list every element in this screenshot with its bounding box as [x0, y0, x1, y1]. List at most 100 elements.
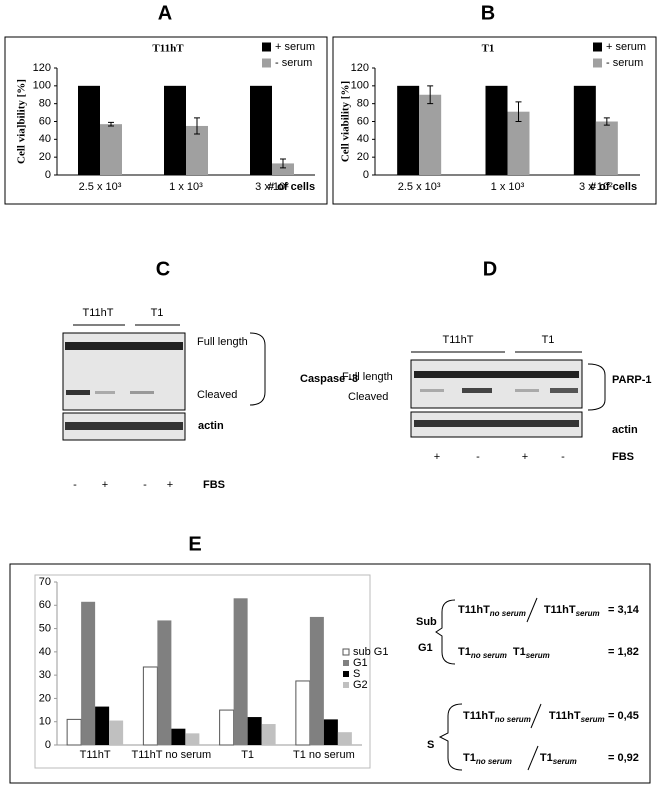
x-tick-label: 1 x 10³ [491, 181, 525, 193]
x-tick-label: T11hT no serum [132, 749, 212, 761]
bar [164, 85, 186, 175]
ratio-group-label: G1 [418, 642, 433, 654]
y-tick-label: 0 [363, 169, 369, 181]
error-bar [108, 121, 114, 127]
numerator: T1 [463, 752, 476, 764]
band [550, 388, 578, 393]
y-tick-label: 30 [39, 669, 51, 681]
legend-label: - serum [606, 57, 643, 69]
legend-swatch [262, 58, 271, 68]
bar [507, 111, 530, 175]
y-tick-label: 20 [39, 692, 51, 704]
legend-label: S [353, 668, 360, 680]
bar [573, 85, 596, 175]
y-tick-label: 0 [45, 739, 51, 751]
x-tick-label: 3 x 10² [255, 181, 289, 193]
band [130, 391, 154, 394]
chart-title: T1 [482, 43, 495, 55]
panel-label: D [483, 258, 497, 280]
treatment-label: FBS [203, 479, 225, 491]
band [414, 420, 579, 427]
brace [435, 599, 456, 665]
legend-swatch [262, 42, 271, 52]
y-tick-label: 60 [39, 115, 51, 127]
y-axis-label: Cell via]bility [%] [16, 79, 28, 164]
protein-label: actin [198, 420, 224, 432]
ratio: T11hTno serum T11hTserum [458, 604, 600, 618]
chart-frame [34, 574, 371, 769]
ratio-value: = 1,82 [608, 646, 639, 658]
brace [249, 332, 266, 406]
bar [185, 733, 200, 745]
ratio-group-label: Sub [416, 616, 437, 628]
band [66, 390, 90, 395]
legend-swatch [343, 671, 349, 677]
band [420, 389, 444, 392]
treatment: - [476, 451, 480, 463]
legend-swatch [343, 682, 349, 688]
bar [309, 616, 324, 745]
panel-label: A [158, 2, 172, 24]
bar [100, 124, 122, 175]
bar [157, 620, 172, 745]
treatment: - [143, 479, 147, 491]
bar [485, 85, 508, 175]
y-tick-label: 100 [351, 80, 369, 92]
subscript: no serum [476, 757, 512, 766]
brace [438, 703, 463, 771]
bar [95, 706, 110, 745]
bar [142, 666, 158, 746]
y-tick-label: 60 [39, 599, 51, 611]
y-tick-label: 0 [45, 169, 51, 181]
legend-swatch [593, 58, 602, 68]
legend-swatch [343, 660, 349, 666]
x-tick-label: 3 x 10² [579, 181, 613, 193]
y-tick-label: 100 [33, 80, 51, 92]
bar [186, 125, 208, 175]
legend-label: G2 [353, 679, 368, 691]
legend-swatch [342, 648, 350, 656]
legend-swatch [593, 42, 602, 52]
y-tick-label: 40 [357, 133, 369, 145]
y-tick-label: 120 [351, 62, 369, 74]
bar [233, 598, 248, 745]
blot-d: T11hT T1 Full length Cleaved PARP-1 acti… [342, 334, 652, 463]
panel-frame [4, 36, 328, 205]
bar [295, 680, 311, 746]
treatment-label: FBS [612, 451, 634, 463]
panel-frame [332, 36, 657, 205]
lane-label: T11hT [83, 307, 114, 319]
treatment: + [102, 479, 108, 491]
bar [219, 709, 235, 746]
band-label: Cleaved [197, 389, 237, 401]
treatment: + [522, 451, 528, 463]
x-tick-label: T1 [241, 749, 254, 761]
bar [397, 85, 420, 175]
subscript: serum [576, 609, 600, 618]
brace [587, 363, 606, 411]
x-tick-label: 2.5 x 10³ [398, 181, 441, 193]
x-axis-label: # of cells [590, 181, 637, 193]
bar [66, 718, 82, 746]
bar [323, 719, 338, 745]
bar [78, 85, 100, 175]
y-tick-label: 80 [357, 98, 369, 110]
lane-label: T11hT [443, 334, 474, 346]
slash [527, 745, 539, 771]
ratio-value: = 3,14 [608, 604, 640, 616]
numerator: T11hT [458, 604, 490, 616]
subscript: no serum [471, 651, 507, 660]
subscript: serum [553, 757, 577, 766]
legend-label: + serum [606, 41, 646, 53]
numerator: T1 [458, 646, 471, 658]
x-tick-label: 1 x 10³ [169, 181, 203, 193]
x-tick-label: 2.5 x 10³ [79, 181, 122, 193]
ratio-value: = 0,92 [608, 752, 639, 764]
ratio: T11hTno serum T11hTserum [463, 710, 605, 724]
ratio-group-label: S [427, 739, 434, 751]
band [65, 422, 183, 430]
y-tick-label: 60 [357, 115, 369, 127]
y-tick-label: 40 [39, 133, 51, 145]
legend-label: + serum [275, 41, 315, 53]
